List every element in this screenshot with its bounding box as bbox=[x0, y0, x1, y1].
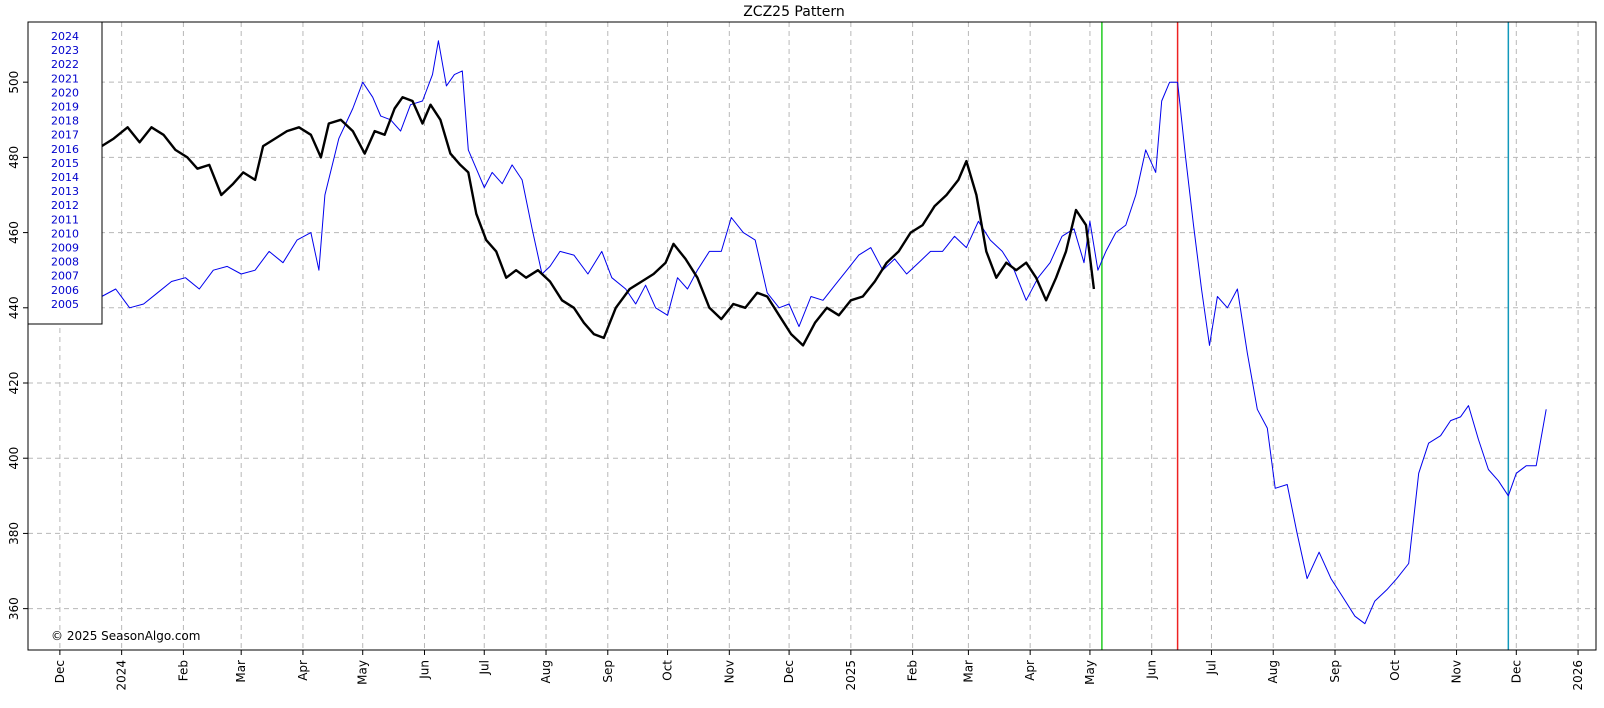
plot-frame bbox=[27, 21, 1597, 651]
x-tick-label: Nov bbox=[1450, 660, 1464, 683]
x-tick-label: Feb bbox=[176, 660, 190, 681]
legend-entry: 2020 bbox=[51, 86, 79, 99]
legend-entry: 2015 bbox=[51, 157, 79, 170]
legend-entry: 2007 bbox=[51, 270, 79, 283]
x-tick-label: Mar bbox=[234, 660, 248, 683]
y-tick-label: 460 bbox=[7, 221, 21, 244]
x-tick-label: Oct bbox=[1388, 660, 1402, 681]
grid-layer bbox=[28, 22, 1596, 650]
x-tick-label: Sep bbox=[1328, 660, 1342, 683]
x-tick-label: May bbox=[356, 660, 370, 685]
x-tick-label: Dec bbox=[1509, 660, 1523, 683]
x-tick-label: Jul bbox=[477, 660, 491, 675]
x-tick-label: Oct bbox=[661, 660, 675, 681]
y-axis-ticks: 360 380 400 420 440 460 480 500 bbox=[7, 71, 28, 620]
legend-entry: 2006 bbox=[51, 284, 79, 297]
y-tick-label: 420 bbox=[7, 372, 21, 395]
x-tick-label: Sep bbox=[601, 660, 615, 683]
y-tick-label: 480 bbox=[7, 146, 21, 169]
y-tick-label: 360 bbox=[7, 597, 21, 620]
x-tick-label: 2024 bbox=[115, 660, 129, 691]
x-axis-ticks: Dec 2024 Feb Mar Apr May Jun Jul Aug Sep Oct Nov Dec… bbox=[53, 650, 1585, 691]
legend-entry: 2023 bbox=[51, 44, 79, 57]
chart-title: ZCZ25 Pattern bbox=[743, 4, 845, 20]
x-tick-label: Mar bbox=[961, 660, 975, 683]
x-tick-label: Nov bbox=[722, 660, 736, 683]
x-tick-label: Aug bbox=[539, 660, 553, 683]
x-tick-label: Aug bbox=[1266, 660, 1280, 683]
legend-entry: 2012 bbox=[51, 199, 79, 212]
series-line-current bbox=[27, 50, 1096, 347]
x-tick-label: Dec bbox=[53, 660, 67, 683]
legend-entry: 2017 bbox=[51, 129, 79, 142]
y-tick-label: 380 bbox=[7, 522, 21, 545]
legend-entry: 2011 bbox=[51, 213, 79, 226]
x-tick-label: Jun bbox=[417, 660, 431, 680]
x-tick-label: Dec bbox=[782, 660, 796, 683]
x-tick-label: 2025 bbox=[844, 660, 858, 691]
legend-entry: 2009 bbox=[51, 242, 79, 255]
legend-entry: 2022 bbox=[51, 58, 79, 71]
legend-entry: 2018 bbox=[51, 115, 79, 128]
legend-entry: 2016 bbox=[51, 143, 79, 156]
legend-entry: 2024 bbox=[51, 30, 79, 43]
x-tick-label: Feb bbox=[906, 660, 920, 681]
x-tick-label: Apr bbox=[296, 660, 310, 681]
y-tick-label: 440 bbox=[7, 296, 21, 319]
legend-entry: 2010 bbox=[51, 227, 79, 240]
legend-entry: 2019 bbox=[51, 101, 79, 114]
series-line-pattern bbox=[27, 40, 1547, 625]
x-tick-label: 2026 bbox=[1571, 660, 1585, 691]
legend-entry: 2021 bbox=[51, 72, 79, 85]
y-tick-label: 400 bbox=[7, 447, 21, 470]
legend-entry: 2013 bbox=[51, 185, 79, 198]
x-tick-label: Jun bbox=[1145, 660, 1159, 680]
copyright-text: © 2025 SeasonAlgo.com bbox=[51, 629, 200, 643]
legend-entry: 2005 bbox=[51, 298, 79, 311]
legend-entry: 2008 bbox=[51, 256, 79, 269]
x-tick-label: Jul bbox=[1204, 660, 1218, 675]
legend-entry: 2014 bbox=[51, 171, 79, 184]
y-tick-label: 500 bbox=[7, 71, 21, 94]
reference-lines bbox=[1101, 22, 1510, 650]
legend-box bbox=[27, 21, 103, 325]
x-tick-label: Apr bbox=[1023, 660, 1037, 681]
x-tick-label: May bbox=[1083, 660, 1097, 685]
series-layer bbox=[27, 40, 1547, 625]
